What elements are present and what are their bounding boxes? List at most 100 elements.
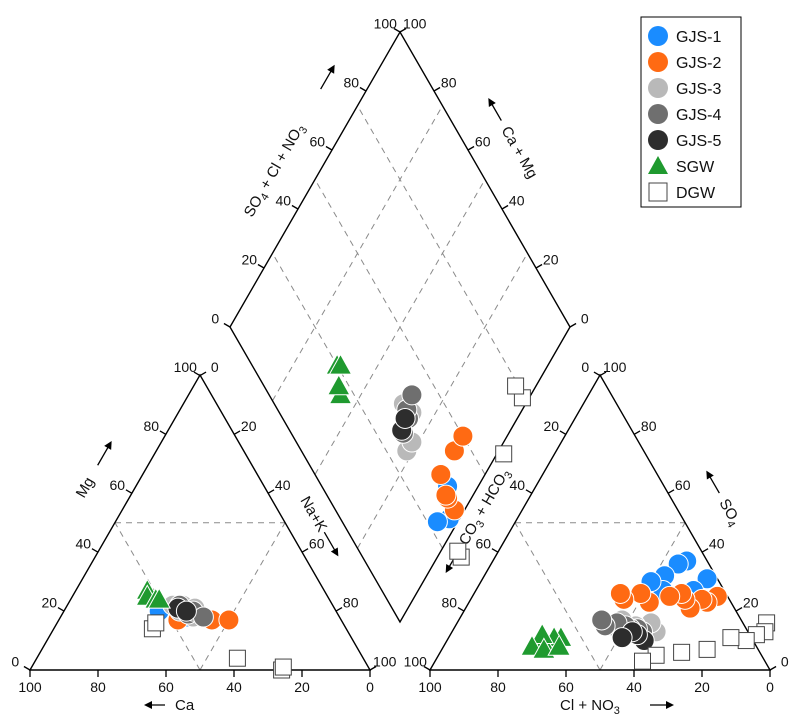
legend-label-sgw: SGW [676,159,715,176]
legend-marker-gjs-2 [648,52,668,72]
tick-mark [233,430,241,436]
svg-text:Cl + NO3: Cl + NO3 [560,697,620,716]
data-point-gjs-2-18 [218,609,240,631]
data-point-dgw-109 [507,377,525,395]
tick-label-so4-cl-no3: 60 [309,134,325,150]
legend-label-gjs-1: GJS-1 [676,29,721,46]
svg-text:Ca + Mg: Ca + Mg [498,123,541,181]
data-point-dgw-100 [722,629,740,647]
cation-triangle [28,373,372,671]
tick-label-ca: 0 [366,679,374,695]
tick-label-so4: 100 [603,359,627,375]
tick-label-mg: 80 [143,418,159,434]
tick-label-nak: 0 [211,359,219,375]
data-point-gjs-1-3 [696,568,718,590]
tick-mark [491,548,499,553]
axis-title-ca: Ca [144,697,195,714]
data-point-dgw-99 [737,632,755,650]
tick-label-cl-no3: 60 [558,679,574,695]
tick-label-so4-cl-no3: 20 [241,252,257,268]
tick-mark [125,489,133,494]
tick-label-ca: 100 [18,679,42,695]
data-point-gjs-4-67 [401,384,423,406]
data-point-dgw-107 [495,445,513,463]
legend-marker-gjs-4 [648,104,668,124]
data-points [135,353,776,679]
tick-label-so4-cl-no3: 40 [275,193,291,209]
legend-label-gjs-4: GJS-4 [676,107,721,124]
data-point-gjs-1-6 [667,553,689,575]
tick-mark [769,665,777,671]
tick-label-ca: 20 [294,679,310,695]
tick-label-cl-no3: 0 [766,679,774,695]
data-point-dgw-95 [274,658,292,676]
tick-mark [291,204,299,210]
tick-label-so4: 60 [675,477,691,493]
anion-triangle [428,373,772,671]
tick-label-ca-mg: 60 [475,134,491,150]
tick-mark [633,430,641,436]
tick-mark [559,430,567,436]
data-point-gjs-4-63 [591,609,613,631]
grid-lines [114,105,686,671]
tick-mark [267,489,275,494]
legend-marker-gjs-1 [648,26,668,46]
axis-title-cl-no3: Cl + NO3 [560,697,674,716]
legend-label-gjs-2: GJS-2 [676,55,721,72]
data-point-gjs-5-73 [611,627,633,649]
tick-mark [593,371,601,377]
data-point-dgw-101 [698,640,716,658]
tick-label-mg: 60 [109,477,125,493]
tick-label-cl-no3: 80 [490,679,506,695]
data-point-gjs-2-33 [430,464,452,485]
tick-mark [393,27,401,33]
tick-mark [667,489,675,494]
legend-label-gjs-5: GJS-5 [676,133,721,150]
tick-label-so4-cl-no3: 100 [374,16,398,32]
tick-mark [569,322,577,328]
tick-mark [199,371,207,377]
tick-label-nak: 40 [275,477,291,493]
tick-mark [467,145,475,151]
data-point-gjs-2-25 [659,585,681,607]
tick-mark [501,204,509,210]
data-point-gjs-5-69 [175,600,197,622]
tick-mark [457,607,465,612]
tick-mark [433,86,441,92]
data-point-dgw-106 [449,542,467,560]
data-point-sgw-86 [547,634,572,656]
tick-mark [525,489,533,494]
svg-text:Na+K: Na+K [297,494,331,535]
grid-line [272,105,443,401]
svg-text:Ca: Ca [175,697,195,714]
legend-label-dgw: DGW [676,185,716,202]
tick-label-ca-mg: 20 [543,252,559,268]
grid-line [357,253,528,549]
tick-label-co3: 60 [475,536,491,552]
tick-label-mg: 20 [41,595,57,611]
grid-line [357,105,528,401]
tick-label-so4: 0 [781,654,789,670]
legend-label-gjs-3: GJS-3 [676,81,721,98]
tick-label-nak: 60 [309,536,325,552]
grid-line [272,253,443,549]
tick-mark [223,322,231,328]
tick-label-co3: 40 [509,477,525,493]
tick-mark [359,86,367,92]
tick-label-ca-mg: 40 [509,193,525,209]
tick-label-so4: 40 [709,536,725,552]
tick-label-cl-no3: 100 [418,679,442,695]
data-point-sgw-79 [147,587,172,609]
data-point-dgw-104 [634,652,651,670]
tick-label-mg: 100 [174,359,198,375]
tick-label-mg: 0 [11,654,19,670]
tick-mark [335,607,343,612]
data-point-gjs-1-12 [426,511,448,533]
tick-mark [325,145,333,151]
tick-label-co3: 100 [404,654,428,670]
data-point-dgw-92 [147,614,165,632]
tick-mark [369,665,377,671]
tick-label-nak: 20 [241,418,257,434]
data-point-sgw-88 [326,373,351,396]
